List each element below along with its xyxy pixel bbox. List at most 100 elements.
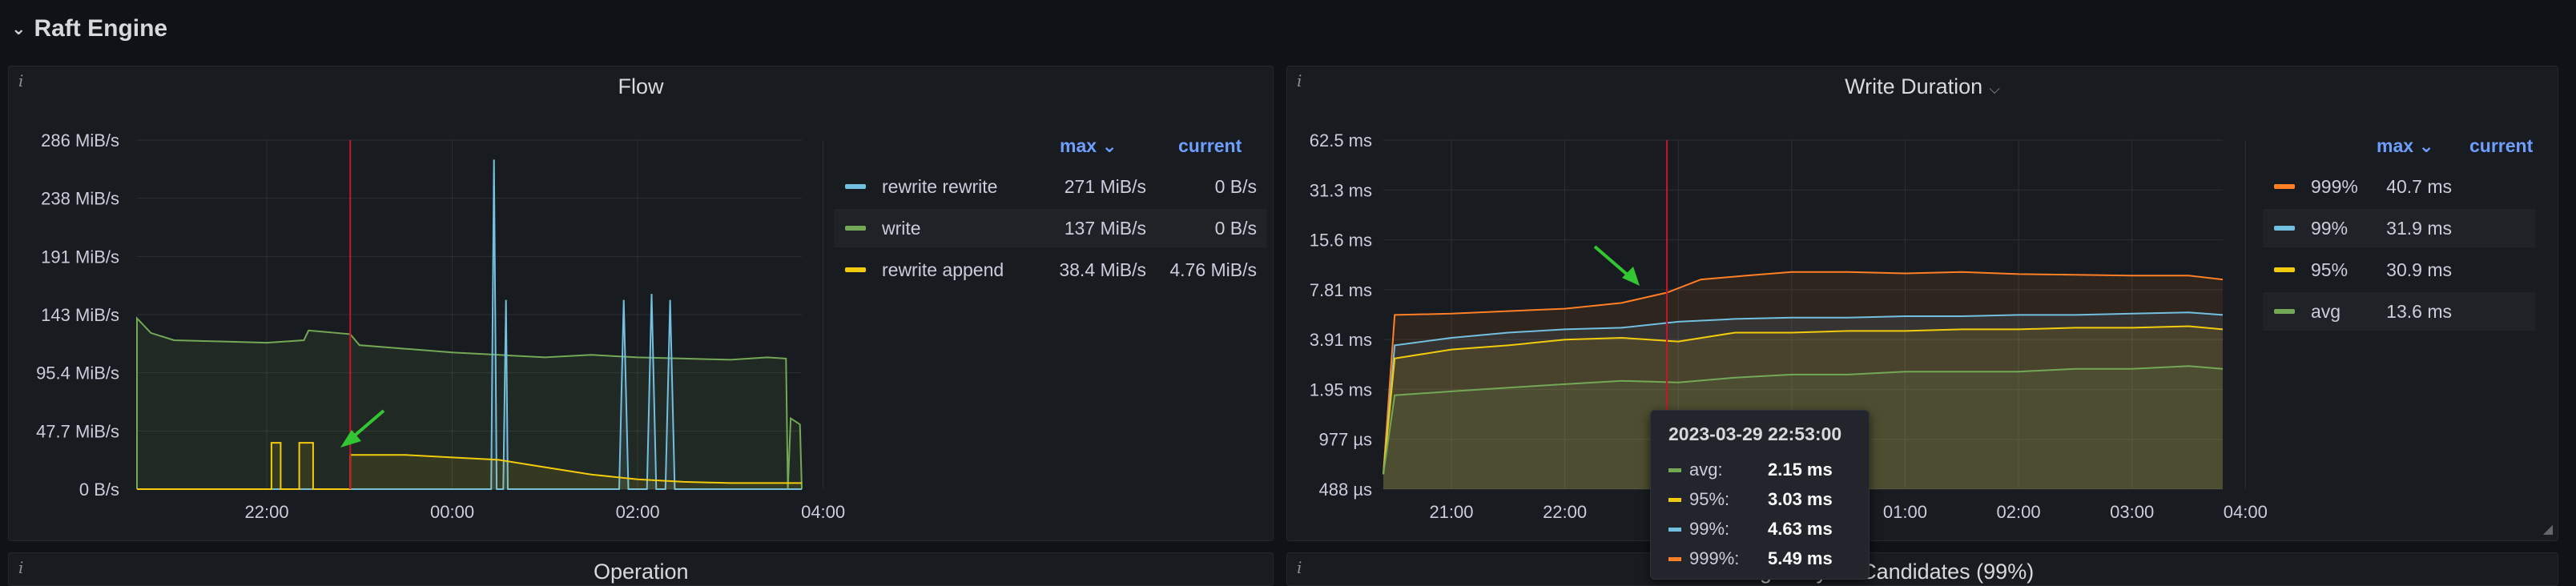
legend-name: avg	[2311, 300, 2341, 322]
legend-max: 38.4 MiB/s	[1059, 259, 1146, 280]
x-tick-label: 22:00	[245, 502, 289, 522]
legend-name: 999%	[2311, 175, 2358, 197]
x-tick-label: 01:00	[1883, 502, 1927, 522]
legend-item[interactable]: rewrite append 38.4 MiB/s 4.76 MiB/s	[834, 251, 1266, 289]
panel-title[interactable]: Flow	[618, 74, 664, 98]
legend-swatch	[2274, 309, 2295, 314]
series-area-rewrite-append	[137, 443, 802, 489]
legend-max-header[interactable]: max ⌄	[2377, 135, 2434, 156]
legend-item[interactable]: 95% 30.9 ms	[2263, 251, 2535, 289]
series-area-99pct	[1383, 312, 2223, 489]
tooltip-value: 2.15 ms	[1768, 460, 1833, 480]
legend-max: 13.6 ms	[2386, 300, 2452, 322]
y-tick-label: 62.5 ms	[1310, 130, 1372, 151]
x-tick-label: 00:00	[430, 502, 474, 522]
y-tick-label: 977 µs	[1319, 430, 1373, 450]
tooltip-time: 2023-03-29 22:53:00	[1668, 423, 1842, 444]
x-tick-label: 02:00	[1997, 502, 2041, 522]
write-duration-panel[interactable]: i Write Duration ⌵ 62.5 ms 31.3 ms 15.6 ms 7…	[1286, 66, 2558, 541]
legend-item[interactable]: 999% 40.7 ms	[2263, 167, 2535, 206]
row-header-raft-engine[interactable]: ⌄ Raft Engine	[11, 11, 167, 46]
y-tick-label: 286 MiB/s	[41, 130, 119, 151]
write-duration-legend: max ⌄ current 999% 40.7 ms 99% 31.9 ms 9…	[2263, 135, 2551, 335]
x-tick-label: 02:00	[616, 502, 660, 522]
x-tick-label: 21:00	[1429, 502, 1473, 522]
series-line-rewrite-rewrite[interactable]	[137, 159, 802, 490]
series-area-999pct	[1383, 271, 2223, 489]
legend-item[interactable]: avg 13.6 ms	[2263, 292, 2535, 331]
info-icon[interactable]: i	[18, 71, 24, 90]
log-recycle-panel[interactable]: i Log Recycle Candidates (99%)	[1286, 552, 2558, 586]
y-tick-label: 143 MiB/s	[41, 305, 119, 325]
legend-name: write	[882, 217, 921, 239]
legend-name: 95%	[2311, 259, 2349, 280]
y-tick-label: 47.7 MiB/s	[36, 421, 119, 441]
chevron-down-icon: ⌄	[1101, 135, 1117, 156]
series-line-95pct[interactable]	[1383, 325, 2224, 475]
series-area-95pct	[1383, 326, 2223, 489]
x-tick-label: 04:00	[801, 502, 845, 522]
tooltip-series-name: avg:	[1689, 460, 1723, 480]
series-line-write[interactable]	[136, 316, 803, 490]
legend-max: 137 MiB/s	[1064, 217, 1146, 239]
legend-name: rewrite rewrite	[882, 175, 998, 197]
y-tick-label: 0 B/s	[79, 480, 119, 500]
info-icon[interactable]: i	[1297, 558, 1302, 577]
series-line-99pct[interactable]	[1383, 311, 2224, 475]
tooltip-row: 95%: 3.03 ms	[1668, 485, 1833, 514]
tooltip-row: 99%: 4.63 ms	[1668, 515, 1833, 544]
flow-panel[interactable]: i Flow 286 MiB/s 238 MiB/s 191 MiB/s 143 Mi…	[8, 66, 1274, 541]
legend-swatch	[845, 267, 866, 272]
annotation-arrow-head	[1622, 267, 1640, 286]
legend-current-header[interactable]: current	[1178, 135, 1242, 156]
legend-swatch	[845, 226, 866, 231]
info-icon[interactable]: i	[1297, 71, 1302, 90]
series-line-avg[interactable]	[1383, 365, 2224, 475]
operation-panel[interactable]: i Operation	[8, 552, 1274, 586]
chevron-down-icon: ⌵	[1989, 81, 2000, 97]
legend-max-header[interactable]: max ⌄	[1060, 135, 1117, 156]
tooltip-swatch	[1668, 468, 1681, 472]
y-tick-label: 191 MiB/s	[41, 247, 119, 267]
panel-title[interactable]: Operation	[594, 560, 689, 584]
panel-title[interactable]: Write Duration ⌵	[1845, 74, 2000, 98]
legend-name: rewrite append	[882, 259, 1004, 280]
y-tick-label: 95.4 MiB/s	[36, 363, 119, 383]
legend-max: 40.7 ms	[2386, 175, 2452, 197]
series-area-write	[137, 318, 802, 489]
legend-item[interactable]: write 137 MiB/s 0 B/s	[834, 209, 1266, 247]
annotation-arrow-head	[340, 430, 361, 448]
flow-chart[interactable]: 286 MiB/s 238 MiB/s 191 MiB/s 143 MiB/s 95.4…	[9, 66, 1273, 540]
tooltip-value: 3.03 ms	[1768, 489, 1833, 509]
chevron-down-icon: ⌄	[11, 18, 26, 38]
chevron-down-icon: ⌄	[2418, 135, 2434, 156]
tooltip-value: 5.49 ms	[1768, 548, 1833, 568]
row-title: Raft Engine	[34, 15, 168, 42]
x-tick-label: 03:00	[2110, 502, 2154, 522]
y-tick-label: 238 MiB/s	[41, 189, 119, 209]
legend-current-header[interactable]: current	[2469, 135, 2534, 156]
y-tick-label: 31.3 ms	[1310, 180, 1372, 200]
tooltip-value: 4.63 ms	[1768, 519, 1833, 539]
legend-swatch	[2274, 267, 2295, 272]
x-tick-label: 04:00	[2224, 502, 2268, 522]
legend-swatch	[845, 184, 866, 189]
y-tick-label: 3.91 ms	[1310, 330, 1372, 350]
tooltip-row: avg: 2.15 ms	[1668, 456, 1833, 484]
legend-current: 0 B/s	[1214, 217, 1257, 239]
tooltip-row: 999%: 5.49 ms	[1668, 544, 1833, 573]
y-tick-label: 15.6 ms	[1310, 231, 1372, 251]
tooltip-series-name: 95%:	[1689, 489, 1730, 509]
x-tick-label: 22:00	[1543, 502, 1587, 522]
tooltip-series-name: 99%:	[1689, 519, 1730, 539]
tooltip-series-name: 999%:	[1689, 548, 1740, 568]
legend-current: 4.76 MiB/s	[1169, 259, 1257, 280]
resize-handle-icon[interactable]: ◢	[2542, 523, 2553, 536]
tooltip-swatch	[1668, 556, 1681, 561]
legend-item[interactable]: rewrite rewrite 271 MiB/s 0 B/s	[834, 167, 1266, 206]
legend-item[interactable]: 99% 31.9 ms	[2263, 209, 2535, 247]
series-line-999pct[interactable]	[1383, 271, 2224, 475]
info-icon[interactable]: i	[18, 558, 24, 577]
legend-name: 99%	[2311, 217, 2349, 239]
legend-current: 0 B/s	[1214, 175, 1257, 197]
